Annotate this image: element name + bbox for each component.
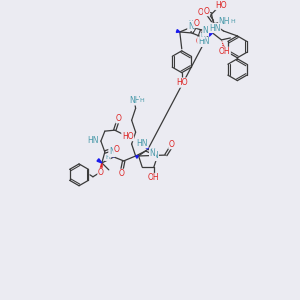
Text: O: O [194, 19, 200, 28]
Text: N: N [203, 26, 208, 35]
Text: O: O [169, 140, 175, 148]
Polygon shape [145, 145, 148, 149]
Text: NH: NH [219, 16, 230, 26]
Text: OH: OH [148, 173, 160, 182]
Text: O: O [196, 38, 202, 46]
Text: H: H [105, 155, 110, 160]
Text: O: O [119, 169, 125, 178]
Text: H: H [150, 148, 155, 152]
Text: HN: HN [209, 23, 220, 32]
Text: N: N [188, 22, 194, 31]
Text: HN: HN [198, 38, 209, 46]
Polygon shape [97, 159, 102, 163]
Text: N: N [109, 148, 115, 157]
Polygon shape [208, 33, 212, 36]
Text: HN: HN [87, 136, 99, 145]
Text: HO: HO [216, 1, 227, 10]
Text: N: N [153, 152, 158, 160]
Text: H: H [139, 98, 144, 103]
Text: HO: HO [122, 132, 134, 141]
Text: O: O [98, 168, 104, 177]
Text: N: N [150, 149, 155, 158]
Text: NH: NH [129, 96, 140, 105]
Text: O: O [114, 145, 120, 154]
Text: O: O [204, 7, 209, 16]
Text: OH: OH [219, 47, 230, 56]
Polygon shape [99, 163, 102, 172]
Text: O: O [116, 114, 122, 123]
Text: H: H [188, 20, 193, 25]
Polygon shape [136, 156, 138, 158]
Text: O: O [198, 8, 204, 16]
Text: H: H [230, 19, 235, 24]
Text: HO: HO [176, 78, 188, 87]
Text: H: H [200, 33, 205, 38]
Polygon shape [176, 30, 180, 32]
Text: HN: HN [136, 139, 148, 148]
Polygon shape [111, 154, 114, 157]
